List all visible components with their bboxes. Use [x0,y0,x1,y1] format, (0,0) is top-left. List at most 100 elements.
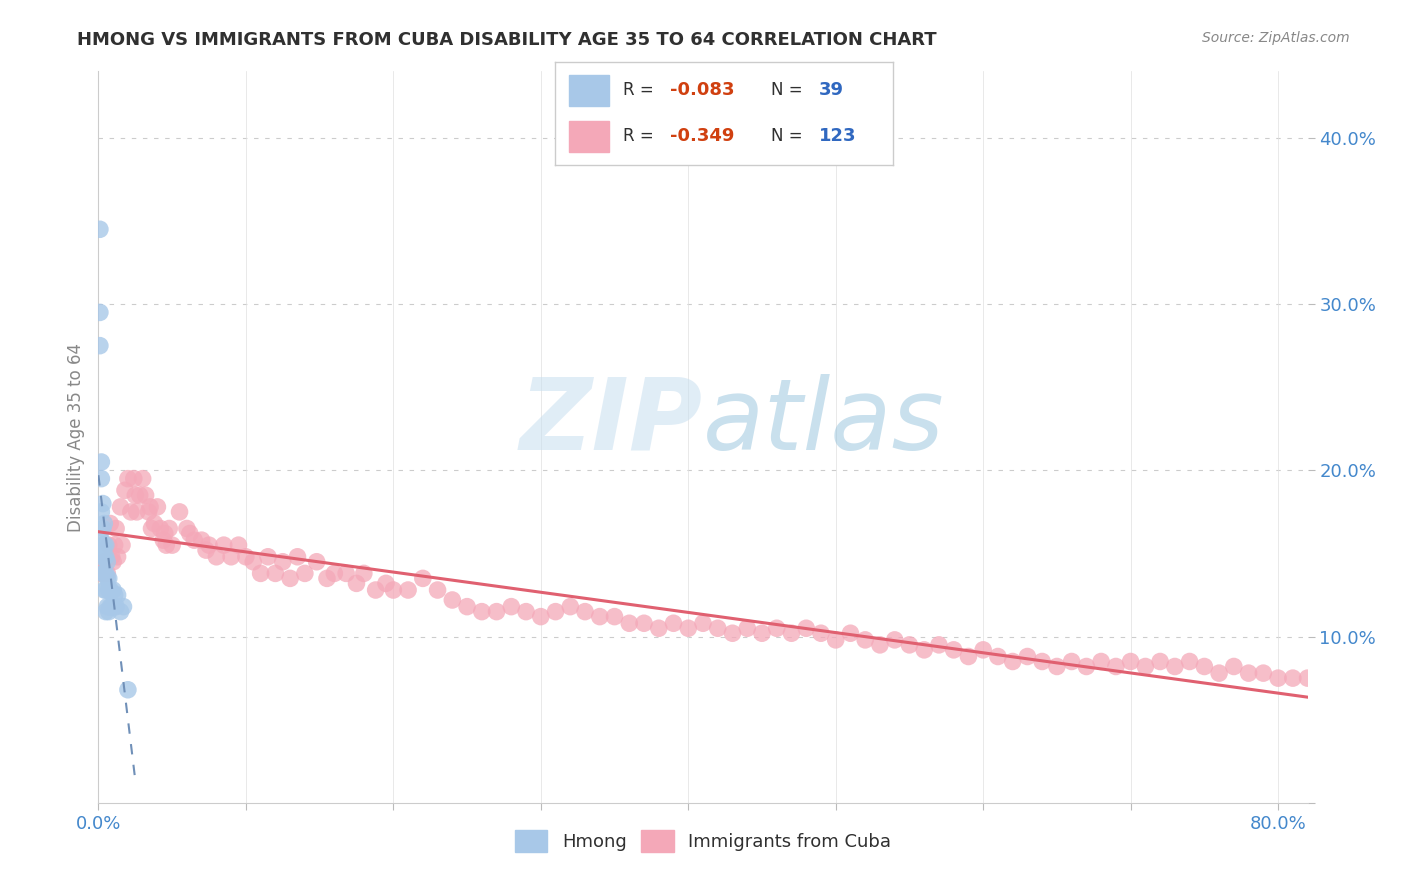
Point [90,549,112,564]
Point [1282,671,1305,685]
Point [93,566,115,581]
Point [1208,666,1230,681]
Point [212,538,235,552]
Point [987,649,1010,664]
Point [96,566,118,581]
Point [90,505,112,519]
Point [91,538,114,552]
Point [114,483,136,498]
Point [287,549,309,564]
Point [97,538,120,552]
Point [94,582,117,597]
Point [110,605,132,619]
Bar [569,121,609,152]
Point [396,582,419,597]
Point [364,582,387,597]
Point [91,521,114,535]
Legend: Hmong, Immigrants from Cuba: Hmong, Immigrants from Cuba [508,823,898,860]
Point [157,521,180,535]
Point [176,521,198,535]
Point [501,599,523,614]
Point [574,605,596,619]
Point [375,576,398,591]
Point [90,566,112,581]
Point [93,555,115,569]
Point [633,616,655,631]
Point [131,472,153,486]
Text: R =: R = [623,81,659,99]
Text: atlas: atlas [703,374,945,471]
Point [101,599,124,614]
Point [97,582,120,597]
Point [195,543,218,558]
Point [135,488,157,502]
Point [122,472,145,486]
Point [648,621,671,635]
Point [412,571,434,585]
Point [305,555,328,569]
Point [692,616,714,631]
Point [105,521,128,535]
Text: 39: 39 [818,81,844,99]
Point [1135,659,1157,673]
Point [765,621,787,635]
Point [1076,659,1098,673]
Point [155,538,177,552]
Point [111,538,134,552]
Point [883,632,905,647]
Text: Source: ZipAtlas.com: Source: ZipAtlas.com [1202,31,1350,45]
Point [346,576,368,591]
Point [335,566,357,581]
Point [91,566,114,581]
Point [110,500,132,514]
Text: -0.349: -0.349 [671,128,734,145]
Point [124,488,146,502]
Point [149,521,172,535]
Point [471,605,494,619]
Point [560,599,582,614]
Point [1223,659,1246,673]
Bar [569,75,609,105]
Point [120,505,142,519]
Point [101,555,124,569]
Point [678,621,700,635]
Point [898,638,921,652]
Point [1031,655,1053,669]
Point [94,538,117,552]
Point [117,682,139,697]
Point [1164,659,1187,673]
Point [98,516,121,531]
Point [160,538,183,552]
Point [382,582,405,597]
Point [97,605,120,619]
Point [104,588,127,602]
Point [146,500,169,514]
Point [869,638,891,652]
Point [98,599,121,614]
Text: R =: R = [623,128,659,145]
Point [143,516,166,531]
Point [589,609,612,624]
Point [1017,649,1039,664]
Point [1119,655,1142,669]
Point [96,571,118,585]
Point [125,505,148,519]
Point [219,549,242,564]
Text: N =: N = [772,128,808,145]
Point [97,571,120,585]
Point [515,605,537,619]
Point [839,626,862,640]
Point [751,626,773,640]
Point [90,455,112,469]
Point [100,549,122,564]
Point [152,533,174,548]
Point [1253,666,1275,681]
Point [1060,655,1083,669]
Point [780,626,803,640]
Point [235,549,257,564]
Point [456,599,478,614]
Point [721,626,744,640]
Text: N =: N = [772,81,808,99]
Point [1267,671,1289,685]
Point [93,582,115,597]
